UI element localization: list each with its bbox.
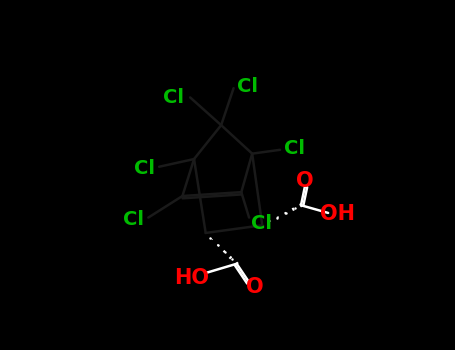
Text: Cl: Cl (123, 210, 144, 229)
Text: OH: OH (320, 204, 355, 224)
Text: O: O (296, 172, 313, 191)
Text: Cl: Cl (134, 159, 155, 178)
Text: Cl: Cl (238, 77, 258, 96)
Text: Cl: Cl (284, 139, 305, 158)
Text: Cl: Cl (252, 214, 273, 233)
Text: O: O (247, 277, 264, 297)
Text: HO: HO (174, 268, 209, 288)
Text: Cl: Cl (163, 88, 184, 107)
